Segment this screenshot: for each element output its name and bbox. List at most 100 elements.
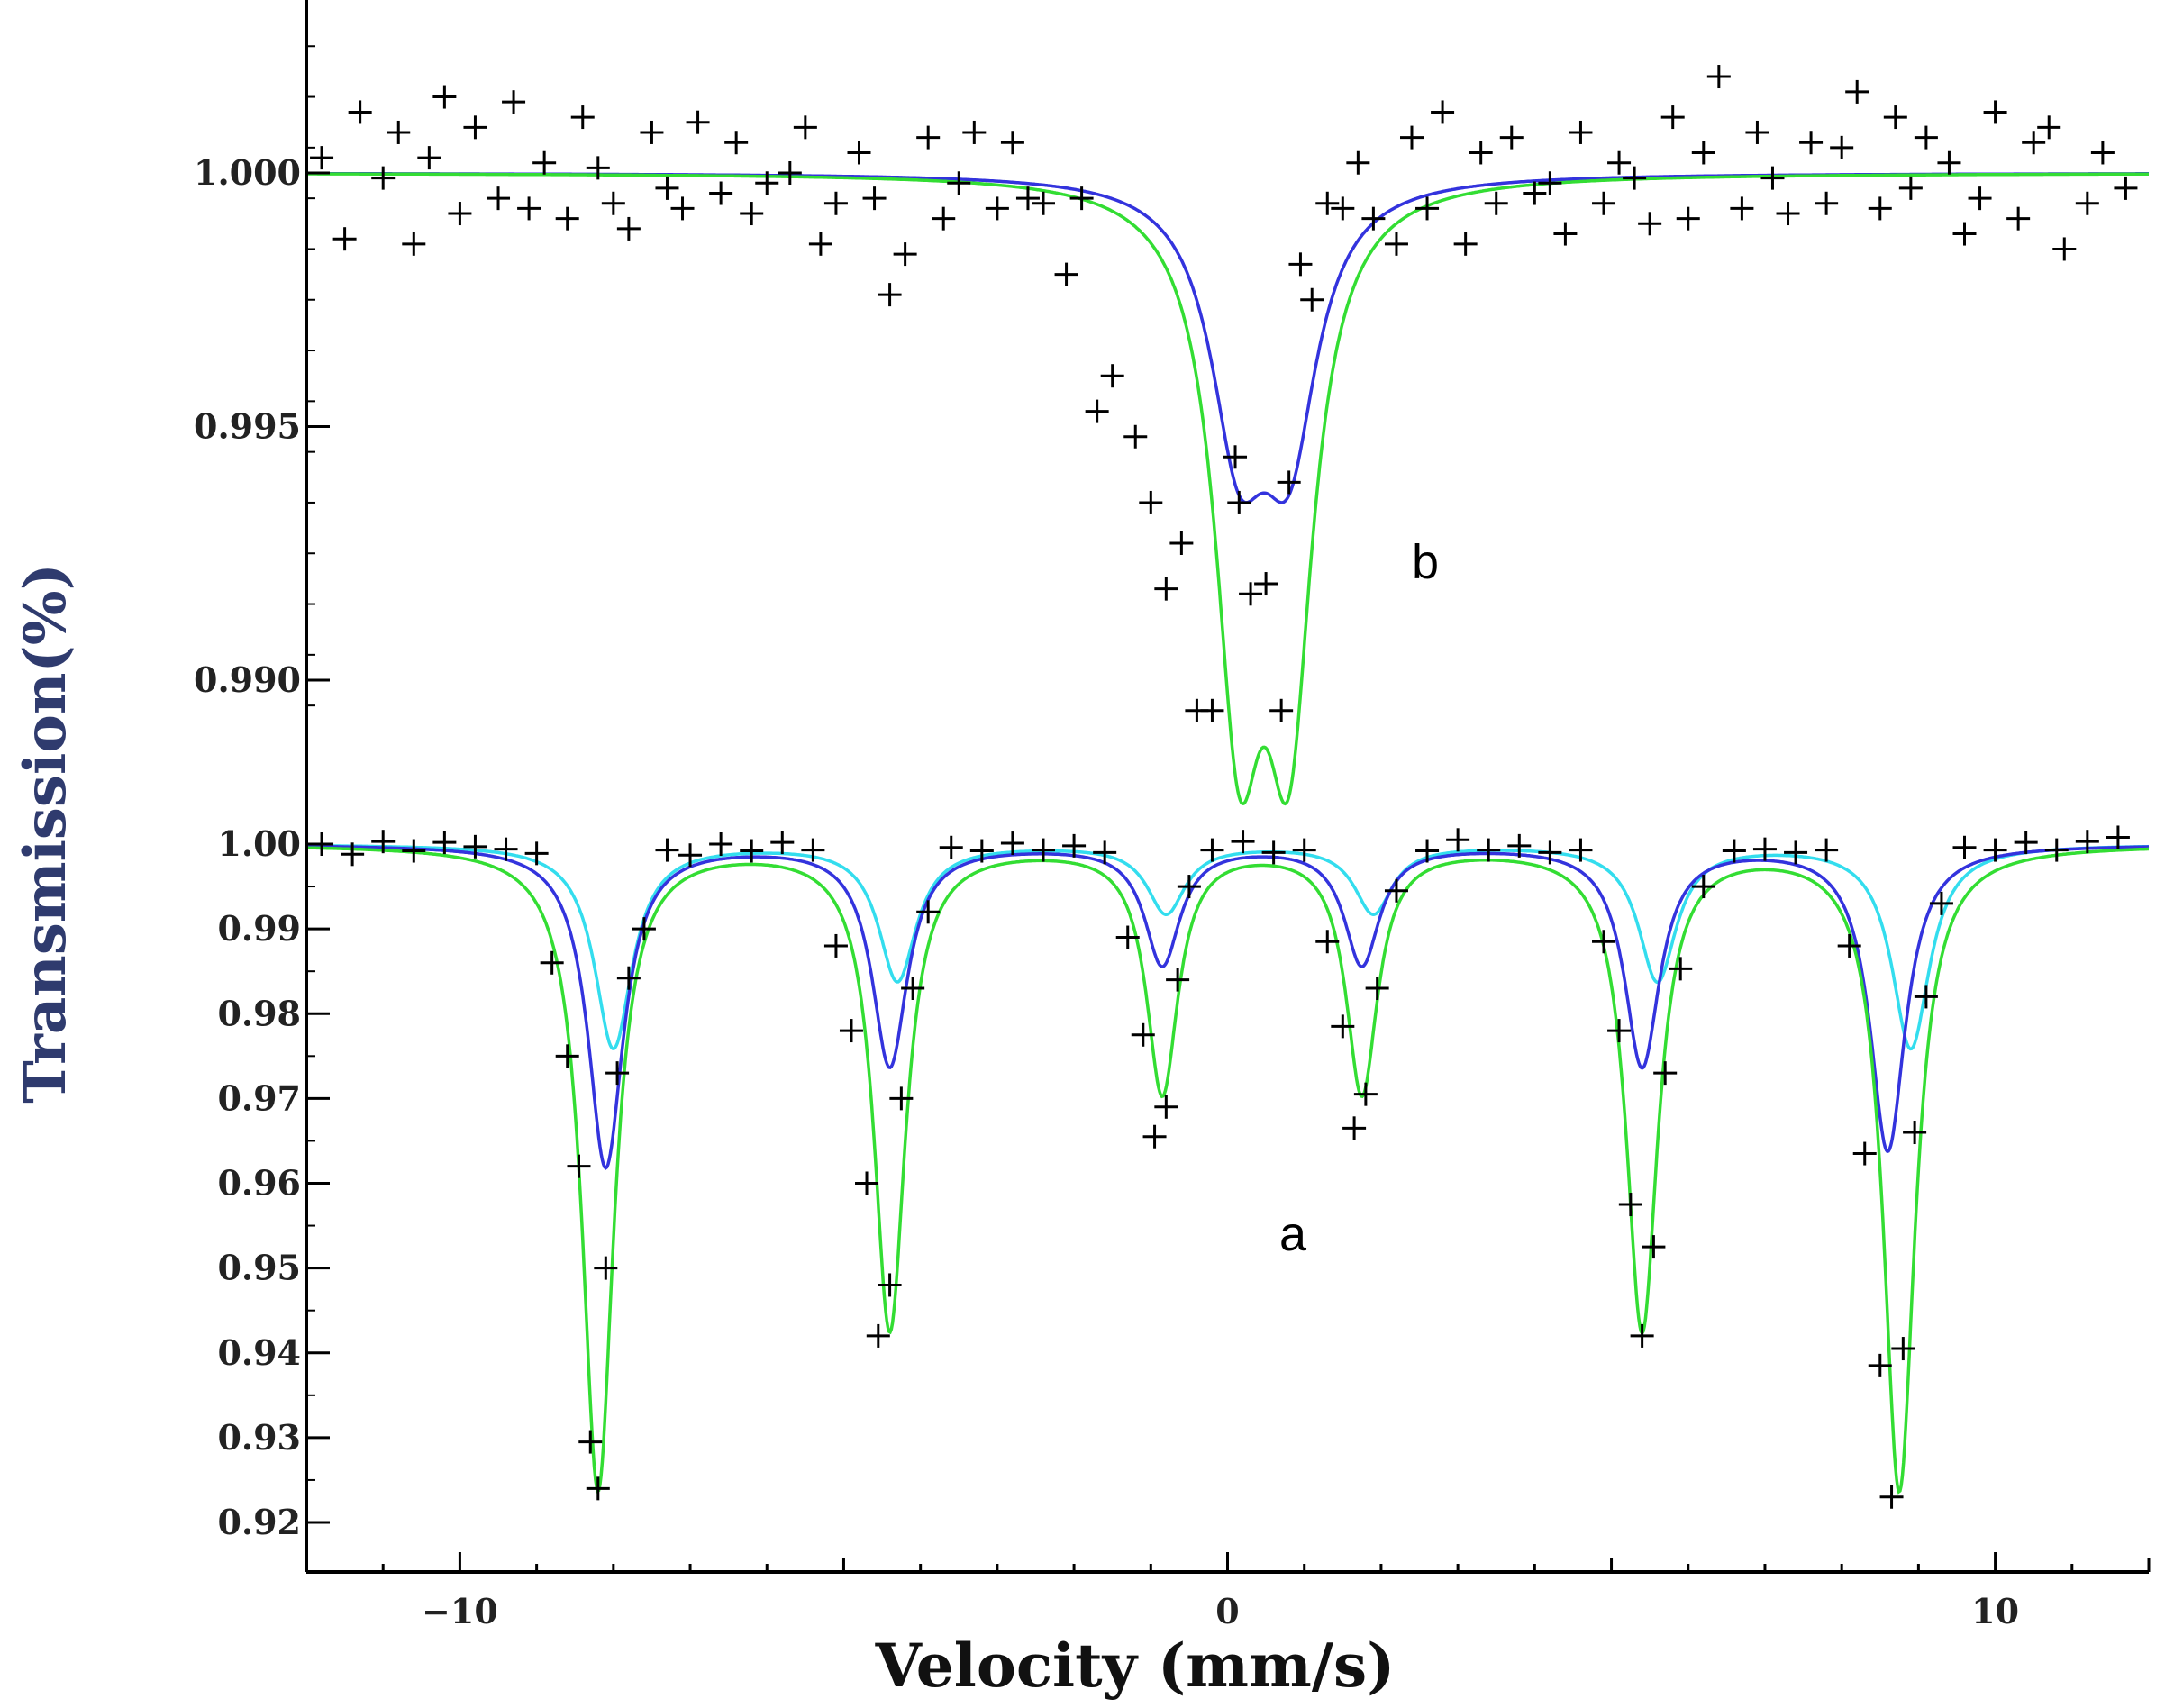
data-point (1200, 838, 1224, 862)
data-point (1032, 191, 1055, 215)
data-point (632, 917, 656, 941)
data-point (1453, 232, 1478, 256)
x-axis-label: Velocity (mm/s) (875, 1631, 1396, 1701)
data-point (1691, 875, 1715, 899)
data-point (1784, 840, 1808, 865)
data-point (332, 227, 357, 251)
data-point (1914, 985, 1938, 1009)
data-point (1477, 838, 1501, 862)
data-point (1691, 141, 1715, 165)
data-point (2006, 206, 2031, 231)
data-point (1139, 490, 1163, 514)
data-point (770, 831, 795, 855)
x-tick-label: −10 (422, 1591, 498, 1631)
data-point (463, 834, 487, 859)
data-point (487, 186, 511, 211)
data-point (1623, 166, 1647, 190)
data-point (1653, 1061, 1678, 1086)
data-point (601, 191, 625, 215)
data-point (740, 839, 764, 863)
fit-curve-b-total (306, 172, 2149, 806)
data-point (371, 166, 396, 190)
data-point (808, 232, 832, 256)
data-point (823, 191, 848, 215)
y-tick-label: 0.98 (217, 993, 301, 1033)
data-point (2022, 131, 2046, 155)
axes: −10 0 100.9900.9951.0000.920.930.940.950.9… (194, 0, 2151, 1631)
data-point (1054, 262, 1078, 286)
data-point (1607, 1019, 1632, 1043)
y-ticks-panel-b: 0.990 0.995 1.000 (194, 45, 330, 707)
data-point (793, 115, 817, 140)
data-point (847, 141, 871, 165)
data-point (616, 966, 641, 990)
data-point (1000, 131, 1024, 155)
data-point (1277, 470, 1301, 495)
data-point (2106, 825, 2130, 849)
data-point (655, 838, 679, 862)
data-point (1799, 131, 1824, 155)
data-point (1983, 838, 2007, 862)
data-point (517, 196, 541, 221)
data-point (2014, 831, 2038, 855)
fit-curve-a-total (306, 846, 2149, 1494)
data-point (1177, 875, 1201, 899)
data-point (2075, 191, 2099, 215)
data-point (432, 85, 457, 109)
data-point (1569, 838, 1593, 862)
data-point (686, 110, 710, 134)
data-point (1469, 141, 1493, 165)
data-point (1730, 196, 1754, 221)
data-point (724, 131, 749, 155)
data-point (1365, 977, 1389, 1001)
data-point (855, 1171, 879, 1195)
data-point (567, 1154, 591, 1178)
data-point (1852, 1141, 1877, 1166)
data-point (1676, 206, 1700, 231)
data-point (823, 933, 848, 958)
data-point (1200, 698, 1224, 722)
data-point (2044, 838, 2069, 862)
data-point (1837, 933, 1861, 958)
data-point (1937, 150, 1961, 175)
data-point (1929, 891, 1953, 915)
data-point (1331, 1014, 1355, 1039)
data-point (1093, 840, 1117, 865)
data-point (1914, 125, 1938, 150)
data-point (1592, 930, 1616, 954)
fit-curve-a-component (306, 843, 2150, 1051)
data-point (1618, 1193, 1642, 1217)
data-point (402, 839, 426, 863)
data-point (555, 206, 579, 231)
data-point (1331, 196, 1355, 221)
data-point (893, 242, 917, 267)
data-point (1231, 830, 1255, 854)
data-point (402, 232, 426, 256)
y-tick-label: 1.00 (217, 823, 301, 864)
data-point (2114, 176, 2138, 200)
y-ticks-panel-a: 0.92 0.93 0.94 0.95 0.96 0.97 0.98 0.99 1.00 (217, 823, 330, 1542)
data-point (1261, 840, 1286, 865)
data-point (1346, 150, 1370, 175)
data-point (2075, 830, 2099, 854)
data-point (1952, 835, 1977, 859)
data-point (932, 206, 956, 231)
data-point (1239, 582, 1263, 606)
data-point (709, 181, 733, 205)
data-point (1000, 831, 1024, 856)
y-tick-label: 1.000 (194, 152, 301, 193)
data-point (1815, 838, 1839, 862)
data-point (1085, 399, 1109, 423)
data-point (1446, 828, 1470, 852)
data-point (1523, 181, 1547, 205)
data-point (1903, 1121, 1927, 1145)
data-point (1883, 105, 1907, 130)
y-tick-label: 0.94 (217, 1332, 301, 1373)
data-point (1254, 572, 1278, 596)
data-point (586, 156, 610, 180)
y-tick-label: 0.92 (217, 1502, 301, 1542)
data-point (866, 1323, 890, 1348)
data-point (1166, 968, 1190, 992)
data-point (1431, 100, 1455, 124)
